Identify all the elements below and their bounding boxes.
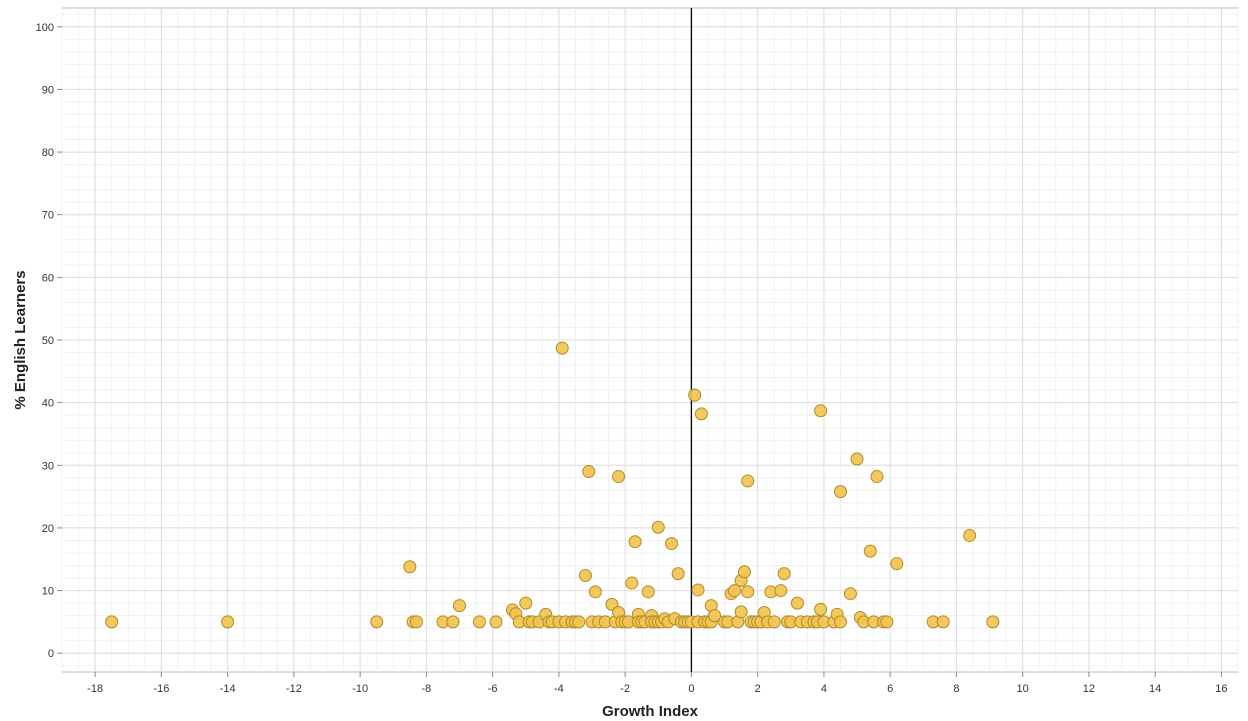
data-point xyxy=(880,615,894,629)
data-point xyxy=(582,465,596,479)
data-point xyxy=(777,567,791,581)
data-point xyxy=(774,584,788,598)
data-point xyxy=(665,537,679,551)
data-point xyxy=(578,569,592,583)
data-point xyxy=(814,602,828,616)
x-tick-label: -6 xyxy=(488,683,498,695)
data-point xyxy=(737,565,751,579)
y-tick-label: 80 xyxy=(42,147,54,159)
data-point xyxy=(870,470,884,484)
data-point xyxy=(986,615,1000,629)
data-point xyxy=(741,474,755,488)
data-point xyxy=(519,596,533,610)
x-tick-label: -14 xyxy=(220,683,236,695)
x-tick-label: 12 xyxy=(1083,683,1095,695)
x-tick-label: -10 xyxy=(352,683,368,695)
data-point xyxy=(651,520,665,534)
y-tick-label: 70 xyxy=(42,210,54,222)
y-tick-label: 20 xyxy=(42,523,54,535)
x-tick-label: -8 xyxy=(422,683,432,695)
data-point xyxy=(863,544,877,558)
y-tick-label: 10 xyxy=(42,586,54,598)
data-point xyxy=(850,452,864,466)
y-tick-label: 40 xyxy=(42,398,54,410)
data-point xyxy=(671,567,685,581)
x-tick-label: -4 xyxy=(554,683,564,695)
x-tick-label: 0 xyxy=(688,683,694,695)
data-point xyxy=(833,485,847,499)
y-tick-label: 30 xyxy=(42,460,54,472)
x-tick-label: -12 xyxy=(286,683,302,695)
data-point xyxy=(741,585,755,599)
x-tick-label: 10 xyxy=(1017,683,1029,695)
data-point xyxy=(628,535,642,549)
data-point xyxy=(691,583,705,597)
data-point xyxy=(734,605,748,619)
y-tick-label: 50 xyxy=(42,335,54,347)
x-tick-label: -16 xyxy=(153,683,169,695)
data-point xyxy=(472,615,486,629)
x-axis-title: Growth Index xyxy=(602,703,698,720)
x-axis-ticks: -18 -16 -14 -12 -10 -8 -6 -4 -2 0 2 4 6 8 10 12 14 16 xyxy=(87,672,1228,695)
data-point xyxy=(555,341,569,355)
data-point xyxy=(489,615,503,629)
x-tick-label: 16 xyxy=(1215,683,1227,695)
data-points xyxy=(105,341,1000,629)
data-point xyxy=(453,599,467,613)
data-point xyxy=(572,615,586,629)
data-point xyxy=(790,596,804,610)
data-point xyxy=(963,528,977,542)
x-tick-label: 2 xyxy=(755,683,761,695)
data-point xyxy=(446,615,460,629)
data-point xyxy=(694,407,708,421)
x-tick-label: 4 xyxy=(821,683,827,695)
y-tick-label: 90 xyxy=(42,84,54,96)
x-tick-label: 6 xyxy=(887,683,893,695)
data-point xyxy=(612,470,626,484)
y-tick-label: 0 xyxy=(48,648,54,660)
data-point xyxy=(708,609,722,623)
data-point xyxy=(370,615,384,629)
y-tick-label: 60 xyxy=(42,272,54,284)
data-point xyxy=(814,404,828,418)
data-point xyxy=(221,615,235,629)
data-point xyxy=(403,560,417,574)
x-tick-label: 14 xyxy=(1149,683,1161,695)
data-point xyxy=(625,576,639,590)
x-tick-label: 8 xyxy=(953,683,959,695)
y-axis-ticks: 0 10 20 30 40 50 60 70 80 90 100 xyxy=(36,22,62,660)
data-point xyxy=(890,557,904,571)
y-axis-title: % English Learners xyxy=(12,270,29,409)
data-point xyxy=(641,585,655,599)
data-point xyxy=(833,615,847,629)
data-point xyxy=(727,584,741,598)
data-point xyxy=(936,615,950,629)
data-point xyxy=(105,615,119,629)
data-point xyxy=(688,388,702,402)
data-point xyxy=(588,585,602,599)
x-tick-label: -18 xyxy=(87,683,103,695)
data-point xyxy=(767,615,781,629)
data-point xyxy=(843,587,857,601)
data-point xyxy=(409,615,423,629)
y-tick-label: 100 xyxy=(36,22,54,34)
x-tick-label: -2 xyxy=(620,683,630,695)
